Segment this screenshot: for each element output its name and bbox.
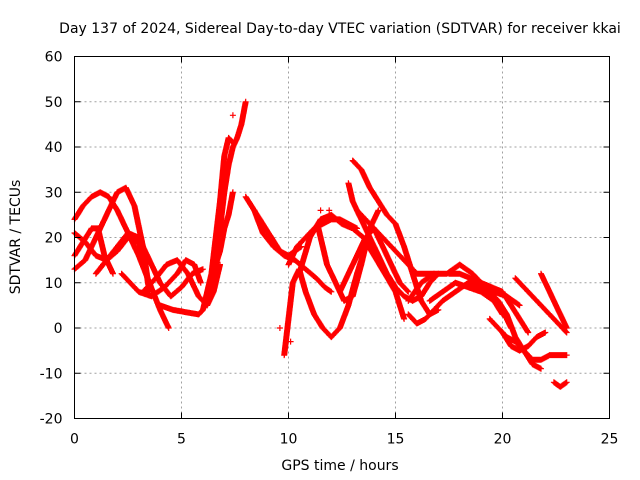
tick-layer: 0 5 10 15 20 25 -20 -10 0 10 20 30 40 50 60 [40, 50, 619, 448]
y-tick-label-4: 20 [45, 231, 63, 247]
y-axis-label: SDTVAR / TECUs [8, 180, 24, 295]
series-markers-28 [538, 270, 570, 331]
grid-layer [74, 56, 610, 419]
series-arc-27 [499, 329, 549, 354]
series-stray-points [229, 112, 333, 345]
series-markers-23 [446, 270, 532, 336]
series-arc-10 [212, 189, 236, 268]
x-tick-label-4: 20 [494, 432, 512, 448]
series-markers-17 [345, 180, 442, 304]
chart-title: Day 137 of 2024, Sidereal Day-to-day VTE… [59, 21, 621, 37]
y-tick-label-0: -20 [40, 412, 63, 428]
series-arc-29 [538, 270, 570, 331]
y-tick-label-3: 10 [45, 276, 63, 292]
x-tick-label-5: 25 [601, 432, 619, 448]
y-tick-label-8: 60 [45, 50, 63, 66]
series-markers-27 [512, 275, 570, 336]
x-tick-label-1: 5 [177, 432, 186, 448]
y-tick-label-7: 50 [45, 95, 63, 111]
series-markers-29 [550, 379, 570, 390]
y-tick-label-2: 0 [54, 321, 63, 337]
series-arc-09 [204, 98, 249, 304]
series-arc-20 [354, 207, 437, 277]
y-tick-label-1: -10 [40, 366, 63, 382]
series-markers-26 [499, 329, 549, 354]
series-arc-28 [512, 275, 570, 336]
x-axis-label: GPS time / hours [281, 458, 398, 474]
y-tick-label-5: 30 [45, 185, 63, 201]
series-markers-30 [229, 112, 333, 345]
x-tick-label-3: 15 [387, 432, 405, 448]
series-markers-19 [354, 207, 437, 277]
series-arc-24 [446, 270, 532, 336]
series-arc-18 [345, 180, 442, 304]
series-markers-8 [204, 98, 249, 304]
y-tick-label-6: 40 [45, 140, 63, 156]
x-tick-label-2: 10 [280, 432, 298, 448]
data-layer [71, 98, 570, 390]
series-arc-30 [550, 379, 570, 390]
x-tick-label-0: 0 [70, 432, 79, 448]
series-markers-9 [212, 189, 236, 268]
